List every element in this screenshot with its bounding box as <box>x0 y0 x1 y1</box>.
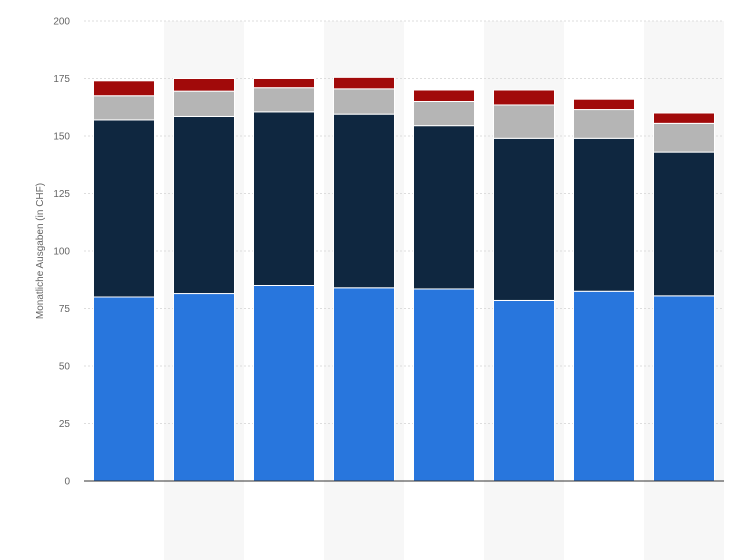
bar-stack <box>493 89 555 482</box>
bar-segment-series-2 <box>253 111 315 286</box>
bar-segment-series-1 <box>333 287 395 482</box>
bar-stack <box>573 98 635 482</box>
bar-segment-series-3 <box>333 88 395 115</box>
bar-stack <box>253 78 315 482</box>
bar-segment-series-4 <box>93 80 155 97</box>
y-tick-label: 150 <box>53 132 70 143</box>
bar-segment-series-4 <box>653 112 715 124</box>
bar-segment-series-2 <box>573 137 635 292</box>
bar-segment-series-4 <box>573 98 635 111</box>
bar-segment-series-3 <box>493 104 555 139</box>
y-tick-label: 100 <box>53 247 70 258</box>
bar-segment-series-2 <box>493 137 555 301</box>
bar-segment-series-3 <box>653 122 715 153</box>
bar-segment-series-2 <box>653 151 715 297</box>
bar-segment-series-1 <box>253 285 315 482</box>
bar-segment-series-4 <box>173 78 235 92</box>
bar-segment-series-1 <box>93 296 155 482</box>
bar-segment-series-4 <box>413 89 475 102</box>
bars <box>93 76 715 482</box>
bar-segment-series-4 <box>333 76 395 90</box>
y-tick-label: 0 <box>64 477 70 488</box>
bar-segment-series-2 <box>93 119 155 298</box>
bar-segment-series-1 <box>413 288 475 482</box>
y-tick-label: 25 <box>59 419 71 430</box>
bar-stack <box>653 112 715 482</box>
y-axis-label: Monatliche Ausgaben (in CHF) <box>35 183 46 319</box>
bar-segment-series-2 <box>333 113 395 289</box>
bar-segment-series-1 <box>653 295 715 482</box>
y-tick-label: 75 <box>59 304 71 315</box>
y-tick-label: 50 <box>59 362 71 373</box>
y-axis-ticks: 0 25 50 75 100 125 150 175 200 <box>53 17 70 488</box>
bar-segment-series-3 <box>573 109 635 139</box>
bar-segment-series-3 <box>173 90 235 117</box>
bar-stack <box>413 89 475 482</box>
bar-segment-series-3 <box>93 95 155 121</box>
y-tick-label: 125 <box>53 189 70 200</box>
bar-segment-series-1 <box>173 293 235 482</box>
bar-segment-series-3 <box>413 101 475 127</box>
bar-segment-series-1 <box>493 299 555 482</box>
y-tick-label: 175 <box>53 74 70 85</box>
bar-stack <box>333 76 395 482</box>
bar-stack <box>173 78 235 482</box>
bar-segment-series-2 <box>413 125 475 290</box>
bar-stack <box>93 80 155 482</box>
bar-segment-series-4 <box>253 78 315 89</box>
bar-segment-series-4 <box>493 89 555 106</box>
bar-segment-series-1 <box>573 290 635 482</box>
y-tick-label: 200 <box>53 17 70 28</box>
bar-segment-series-3 <box>253 87 315 113</box>
bar-segment-series-2 <box>173 115 235 295</box>
